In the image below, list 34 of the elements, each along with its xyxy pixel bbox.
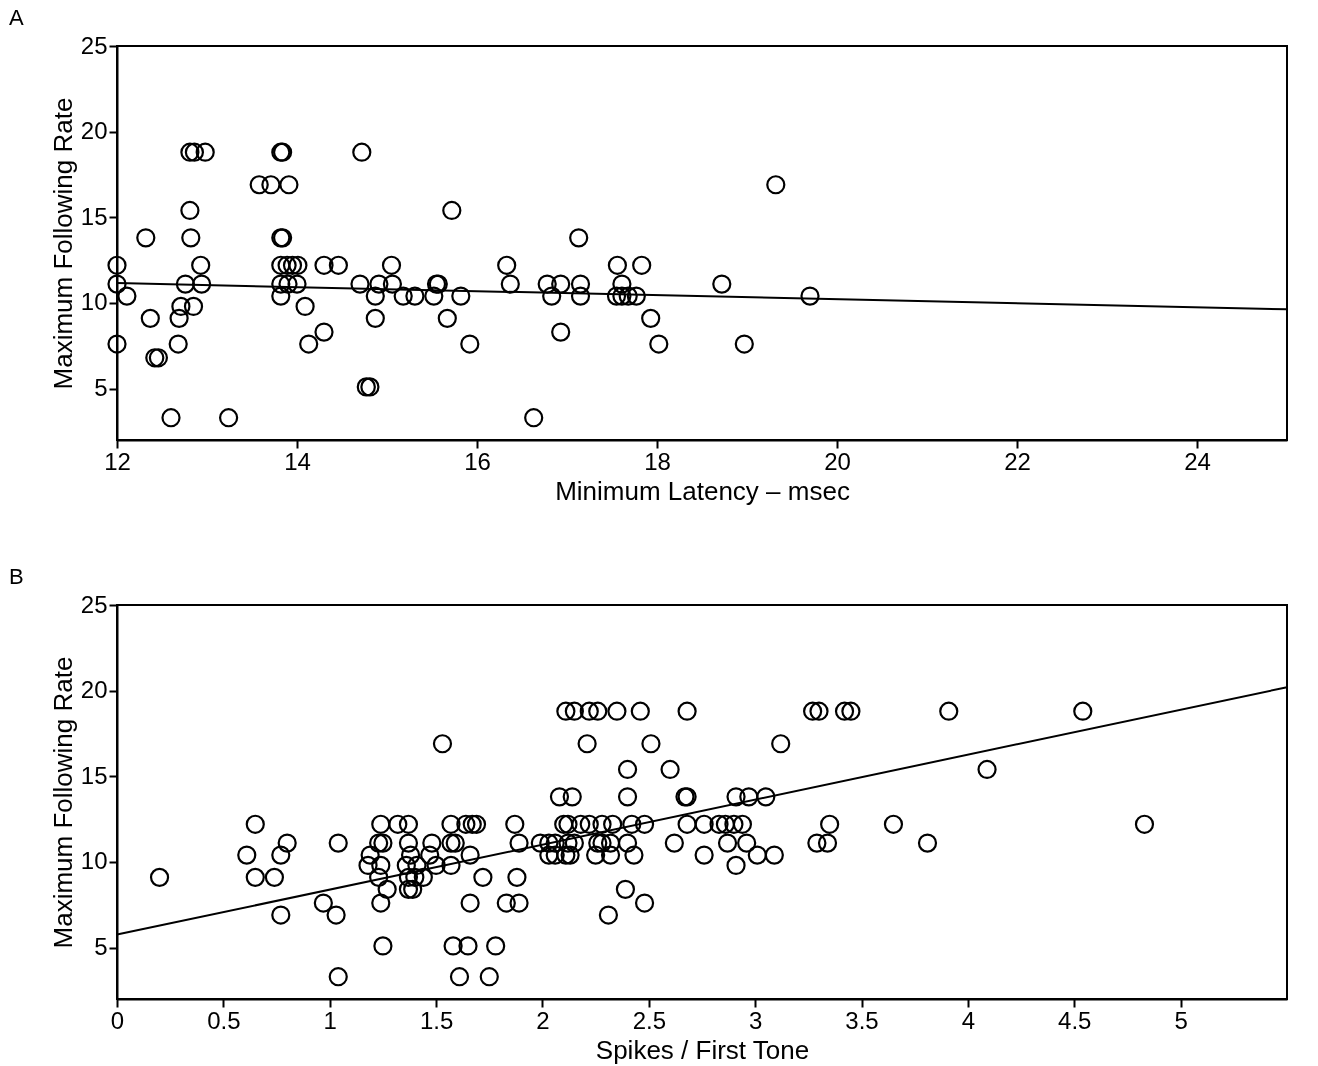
x-tick-label: 2: [536, 1006, 550, 1034]
y-tick-label: 10: [80, 288, 108, 316]
x-axis-title: Minimum Latency – msec: [555, 475, 850, 506]
y-tick-label: 15: [80, 202, 108, 230]
chart-title: A: [9, 5, 24, 30]
y-axis-title: Maximum Following Rate: [47, 656, 78, 949]
y-tick-label: 25: [80, 590, 108, 618]
x-tick-label: 22: [1004, 447, 1031, 475]
y-tick-label: 15: [80, 761, 108, 789]
y-tick-label: 20: [80, 117, 108, 145]
y-tick-label: 5: [94, 933, 108, 961]
x-tick-label: 0.5: [207, 1006, 241, 1034]
y-tick-label: 20: [80, 676, 108, 704]
x-tick-label: 20: [824, 447, 851, 475]
x-tick-label: 0: [110, 1006, 125, 1034]
chart-title: B: [9, 564, 24, 589]
x-tick-label: 14: [284, 447, 311, 475]
x-tick-label: 1: [323, 1006, 337, 1034]
x-tick-label: 2.5: [632, 1006, 667, 1034]
x-tick-label: 16: [464, 447, 491, 475]
y-tick-label: 5: [94, 374, 108, 402]
x-tick-label: 18: [644, 447, 671, 475]
x-tick-label: 1.5: [419, 1006, 454, 1034]
x-tick-label: 5: [1174, 1006, 1188, 1034]
x-tick-label: 3: [749, 1006, 763, 1034]
y-tick-label: 25: [80, 31, 108, 59]
y-tick-label: 10: [80, 847, 108, 875]
x-axis-title: Spikes / First Tone: [595, 1034, 810, 1065]
y-axis-title: Maximum Following Rate: [47, 97, 78, 390]
x-tick-label: 4: [961, 1006, 976, 1034]
x-tick-label: 24: [1184, 447, 1211, 475]
x-tick-label: 3.5: [845, 1006, 879, 1034]
x-tick-label: 4.5: [1058, 1006, 1092, 1034]
x-tick-label: 12: [104, 447, 131, 475]
